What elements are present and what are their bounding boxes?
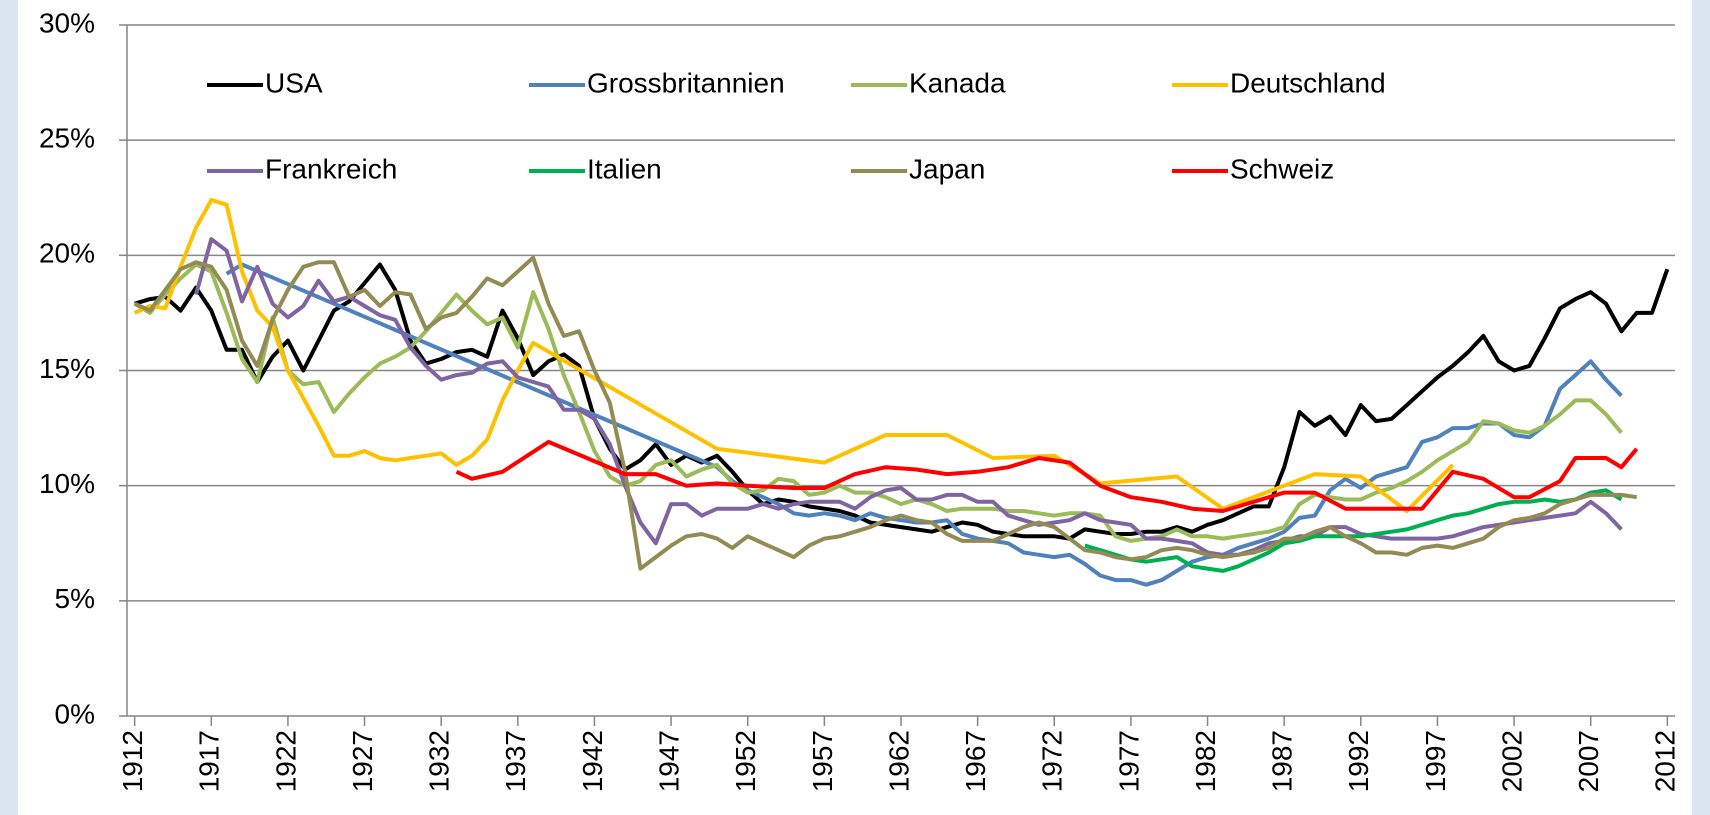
legend-label: Kanada [909,67,1006,98]
y-tick-label: 5% [55,583,95,614]
legend-label: Deutschland [1230,67,1386,98]
x-tick-label: 1937 [500,730,531,792]
series-line [194,237,1623,557]
x-tick-label: 1967 [960,730,991,792]
y-tick-label: 15% [39,353,95,384]
x-tick-label: 1932 [424,730,455,792]
x-tick-label: 2002 [1496,730,1527,792]
series-line [455,439,1639,513]
x-tick-label: 1922 [270,730,301,792]
legend-label: Frankreich [265,153,397,184]
x-tick-label: 1957 [807,730,838,792]
y-tick-label: 20% [39,238,95,269]
x-tick-label: 1952 [730,730,761,792]
x-tick-label: 1912 [117,730,148,792]
x-tick-label: 1962 [883,730,914,792]
legend-label: USA [265,67,323,98]
x-tick-label: 1972 [1037,730,1068,792]
series-line [134,262,1670,541]
legend-label: Grossbritannien [587,67,785,98]
x-tick-label: 1997 [1420,730,1451,792]
x-tick-label: 2012 [1650,730,1681,792]
y-tick-label: 30% [39,7,95,38]
x-tick-label: 2007 [1573,730,1604,792]
y-tick-label: 25% [39,123,95,154]
x-tick-label: 1992 [1343,730,1374,792]
x-tick-label: 1947 [653,730,684,792]
x-tick-label: 1982 [1190,730,1221,792]
legend-label: Japan [909,153,985,184]
x-tick-label: 1977 [1113,730,1144,792]
series-line [225,262,1623,587]
series-line [1084,488,1623,573]
y-tick-label: 10% [39,468,95,499]
x-tick-label: 1927 [347,730,378,792]
legend-label: Italien [587,153,662,184]
chart-area [18,0,1692,815]
x-tick-label: 1917 [194,730,225,792]
x-tick-label: 1987 [1267,730,1298,792]
y-tick-label: 0% [55,698,95,729]
series-line [133,255,1637,571]
legend-label: Schweiz [1230,153,1334,184]
x-tick-label: 1942 [577,730,608,792]
